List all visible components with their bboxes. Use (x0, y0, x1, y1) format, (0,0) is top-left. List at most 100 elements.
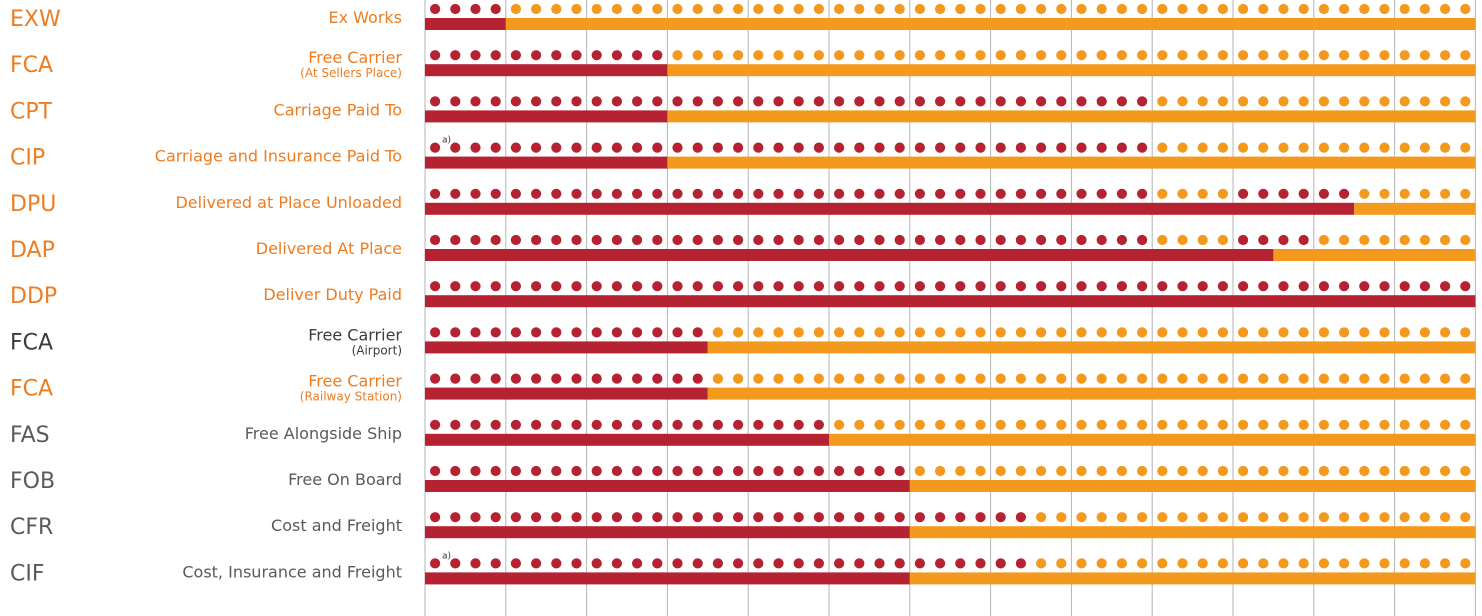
seller-cost-dot (753, 465, 764, 477)
buyer-cost-dot (611, 3, 623, 15)
seller-cost-dot (712, 281, 724, 292)
buyer-cost-dot (1440, 188, 1451, 199)
buyer-cost-dot (1036, 327, 1047, 338)
seller-cost-dot (551, 558, 562, 569)
seller-cost-dot (1137, 281, 1148, 292)
buyer-cost-dot (1318, 373, 1329, 384)
buyer-risk-bar (667, 110, 1476, 123)
seller-cost-dot (712, 419, 724, 430)
buyer-cost-dot (1116, 419, 1127, 430)
buyer-cost-dot (1318, 465, 1329, 477)
buyer-risk-bar (829, 433, 1476, 446)
seller-cost-dot (894, 512, 905, 523)
seller-cost-dot (1096, 96, 1107, 107)
seller-cost-dot (611, 96, 623, 107)
buyer-cost-dot (1157, 234, 1168, 246)
seller-cost-dot (793, 234, 804, 246)
buyer-cost-dot (935, 465, 946, 477)
buyer-cost-dot (1318, 558, 1329, 569)
seller-cost-dot (874, 234, 885, 246)
seller-cost-dot (490, 3, 501, 15)
seller-cost-dot (874, 558, 885, 569)
seller-cost-dot (490, 188, 501, 199)
seller-cost-dot (551, 327, 562, 338)
buyer-cost-dot (1339, 234, 1350, 246)
buyer-cost-dot (1379, 142, 1390, 153)
buyer-cost-dot (773, 327, 784, 338)
seller-cost-dot (652, 465, 663, 477)
buyer-cost-dot (1440, 465, 1451, 477)
buyer-cost-dot (753, 373, 764, 384)
seller-cost-dot (1399, 281, 1410, 292)
seller-cost-dot (450, 419, 461, 430)
buyer-cost-dot (1399, 512, 1410, 523)
seller-cost-dot (834, 142, 845, 153)
seller-cost-dot (854, 188, 865, 199)
buyer-cost-dot (894, 419, 905, 430)
seller-cost-dot (510, 419, 521, 430)
seller-cost-dot (611, 327, 623, 338)
buyer-cost-dot (1359, 50, 1370, 61)
seller-cost-dot (652, 96, 663, 107)
incoterm-row: FCA Free Carrier(Airport) (10, 325, 1476, 357)
seller-cost-dot (1116, 281, 1127, 292)
buyer-cost-dot (935, 3, 946, 15)
seller-cost-dot (430, 512, 441, 523)
seller-cost-dot (510, 465, 521, 477)
buyer-risk-bar (707, 341, 1476, 354)
seller-cost-dot (733, 465, 744, 477)
buyer-cost-dot (1278, 419, 1289, 430)
seller-cost-dot (854, 96, 865, 107)
seller-cost-dot (955, 281, 966, 292)
buyer-cost-dot (1419, 188, 1430, 199)
seller-cost-dot (733, 96, 744, 107)
seller-cost-dot (430, 465, 441, 477)
seller-cost-dot (531, 558, 542, 569)
buyer-cost-dot (975, 419, 986, 430)
seller-cost-dot (733, 188, 744, 199)
buyer-cost-dot (672, 3, 683, 15)
incoterm-name: Deliver Duty Paid (263, 285, 402, 304)
seller-cost-dot (490, 281, 501, 292)
seller-cost-dot (1460, 281, 1471, 292)
seller-cost-dot (834, 512, 845, 523)
buyer-cost-dot (1137, 50, 1148, 61)
seller-cost-dot (611, 50, 623, 61)
seller-cost-dot (975, 142, 986, 153)
buyer-cost-dot (1359, 512, 1370, 523)
seller-cost-dot (611, 465, 623, 477)
buyer-cost-dot (1177, 142, 1188, 153)
buyer-cost-dot (1318, 3, 1329, 15)
buyer-cost-dot (955, 465, 966, 477)
buyer-cost-dot (1217, 96, 1228, 107)
buyer-cost-dot (1379, 96, 1390, 107)
buyer-cost-dot (1359, 142, 1370, 153)
buyer-cost-dot (1399, 558, 1410, 569)
seller-cost-dot (854, 234, 865, 246)
seller-cost-dot (632, 281, 643, 292)
buyer-cost-dot (854, 419, 865, 430)
buyer-cost-dot (1217, 142, 1228, 153)
seller-cost-dot (450, 50, 461, 61)
seller-cost-dot (1298, 188, 1309, 199)
seller-cost-dot (753, 188, 764, 199)
seller-cost-dot (1036, 281, 1047, 292)
seller-cost-dot (470, 96, 481, 107)
buyer-cost-dot (1076, 373, 1087, 384)
buyer-cost-dot (1238, 142, 1249, 153)
buyer-cost-dot (1359, 327, 1370, 338)
seller-cost-dot (733, 142, 744, 153)
buyer-cost-dot (1116, 512, 1127, 523)
seller-cost-dot (531, 465, 542, 477)
seller-cost-dot (692, 188, 703, 199)
seller-cost-dot (1298, 234, 1309, 246)
seller-cost-dot (1096, 188, 1107, 199)
seller-cost-dot (510, 373, 521, 384)
seller-cost-dot (470, 558, 481, 569)
buyer-cost-dot (1399, 327, 1410, 338)
seller-cost-dot (894, 96, 905, 107)
buyer-cost-dot (1460, 373, 1471, 384)
seller-cost-dot (490, 142, 501, 153)
seller-cost-dot (995, 512, 1006, 523)
buyer-cost-dot (1460, 512, 1471, 523)
